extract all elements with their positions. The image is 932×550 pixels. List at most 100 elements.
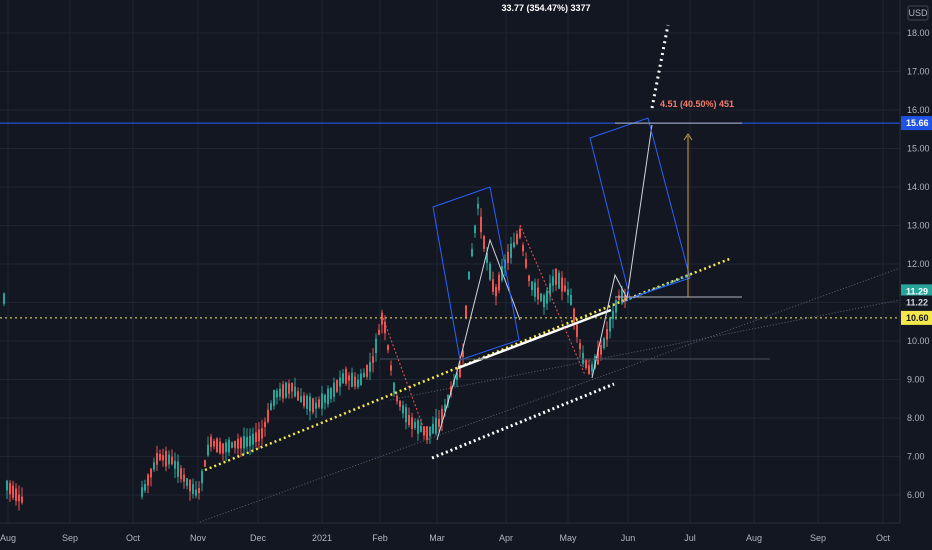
candle [321, 385, 323, 416]
candle [189, 478, 191, 501]
x-tick-label: 2021 [312, 533, 332, 543]
candle [531, 280, 533, 296]
candle [327, 385, 329, 408]
candle [192, 478, 194, 499]
candle [342, 369, 344, 384]
currency-badge [907, 5, 929, 21]
candle [510, 237, 512, 264]
x-tick-label: Jun [621, 533, 636, 543]
candle [237, 433, 239, 458]
candle [240, 436, 242, 458]
y-tick-label: 9.00 [907, 375, 925, 385]
candle [213, 438, 215, 450]
y-tick-label: 8.00 [907, 413, 925, 423]
candle [534, 278, 536, 302]
candle [546, 287, 548, 310]
candle [606, 321, 608, 348]
candle [345, 366, 347, 387]
candle [195, 480, 197, 499]
x-tick-label: Aug [746, 533, 762, 543]
candle [492, 271, 494, 296]
candle [204, 459, 206, 468]
candle [252, 427, 254, 453]
candle [558, 270, 560, 290]
candle [225, 439, 227, 462]
svg-text:11.22: 11.22 [906, 298, 928, 308]
svg-text:15.66: 15.66 [906, 118, 929, 128]
price-tag: 10.60 [901, 310, 932, 325]
candle [276, 388, 278, 405]
candle [249, 428, 251, 456]
candle [468, 271, 470, 280]
y-tick-label: 14.00 [907, 182, 930, 192]
candle [294, 377, 296, 398]
candle [495, 284, 497, 306]
candle [384, 315, 386, 341]
candle [489, 261, 491, 282]
candle [18, 485, 20, 511]
candle [360, 368, 362, 386]
candle [315, 396, 317, 419]
candle [273, 389, 275, 410]
candle [585, 358, 587, 370]
candle [594, 353, 596, 370]
candle [231, 441, 233, 449]
svg-text:11.29: 11.29 [906, 286, 928, 296]
time-axis[interactable]: Aug Sep Oct Nov Dec 2021 Feb Mar Apr May Jun Jul Aug… [0, 522, 932, 550]
x-tick-label: Dec [250, 533, 267, 543]
candle [600, 339, 602, 361]
candle [363, 368, 365, 378]
y-tick-label: 10.00 [907, 336, 930, 346]
candle [288, 379, 290, 399]
candle [12, 480, 14, 501]
candle [198, 481, 200, 500]
candle [579, 338, 581, 358]
candle [300, 388, 302, 403]
candle [519, 226, 521, 240]
y-tick-label: 15.00 [907, 144, 930, 154]
candles [3, 196, 626, 511]
candle [258, 422, 260, 449]
candle [318, 396, 320, 409]
candle [183, 467, 185, 489]
candle [567, 281, 569, 303]
candle [243, 427, 245, 456]
candle [435, 408, 437, 436]
candle [471, 242, 473, 258]
y-tick-label: 7.00 [907, 452, 925, 462]
candle [153, 457, 155, 472]
candle [330, 386, 332, 403]
candle [561, 271, 563, 301]
candle [267, 403, 269, 424]
candle [441, 405, 443, 432]
candle [588, 359, 590, 375]
candle [312, 397, 314, 415]
price-axis[interactable]: USD6.007.008.009.0010.0011.0012.0013.001… [899, 0, 932, 550]
candle [201, 468, 203, 492]
candle [612, 304, 614, 329]
candle [174, 452, 176, 478]
candle [537, 278, 539, 305]
y-tick-label: 13.00 [907, 221, 930, 231]
candle [336, 379, 338, 394]
candle [408, 407, 410, 428]
price-tag: 15.66 [901, 116, 932, 131]
candle [564, 277, 566, 293]
candle [234, 440, 236, 454]
candle [150, 467, 152, 487]
candle [366, 364, 368, 380]
candle [411, 412, 413, 438]
candle [369, 352, 371, 381]
candle [264, 417, 266, 437]
candle [378, 323, 380, 336]
candle [543, 293, 545, 315]
candle [474, 224, 476, 238]
candle [372, 348, 374, 373]
price-tag: 11.22 [901, 295, 932, 310]
x-tick-label: Nov [190, 533, 207, 543]
candle [540, 292, 542, 303]
y-tick-label: 6.00 [907, 490, 925, 500]
candle [324, 393, 326, 410]
